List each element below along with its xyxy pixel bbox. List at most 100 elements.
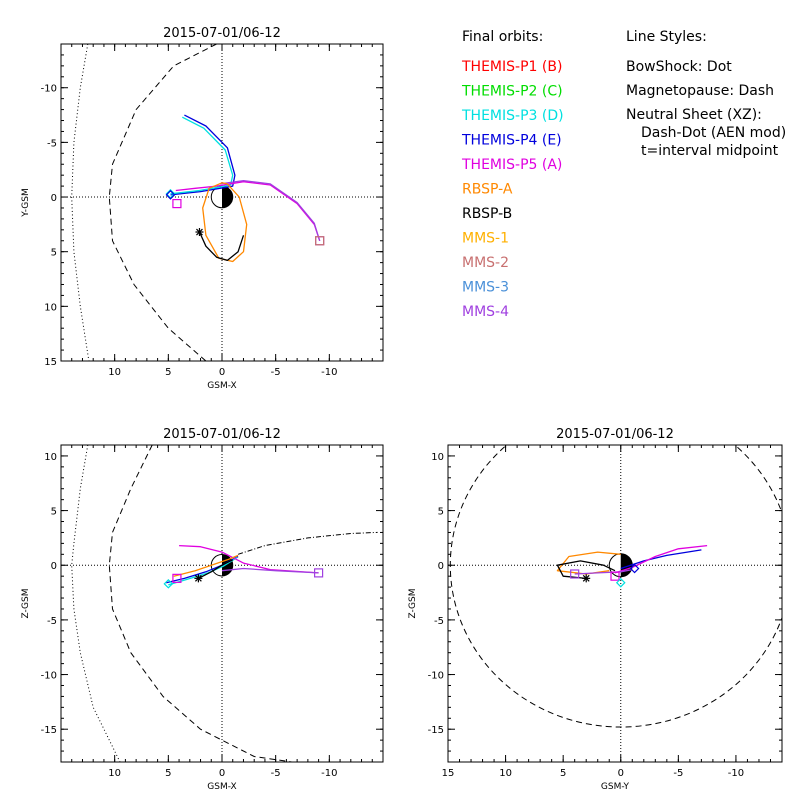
position-marker-square [315,236,325,246]
style-neutral-sheet-mod: Dash-Dot (AEN mod) [641,125,786,141]
y-tick-label: 15 [44,357,57,368]
x-tick-label: 5 [560,768,566,779]
x-tick-label: 5 [165,768,171,779]
position-marker-diamond [165,188,176,199]
ticks: 10 5 0 -5 -10 10 5 0 -5 -10 -15 [41,444,384,779]
plot-frame [60,43,384,362]
legend-entry: RBSP-B [462,206,512,222]
earth-night-side [222,186,233,208]
ticks: 15 10 5 0 -5 -10 10 5 0 -5 -10 -15 [428,444,783,779]
bow-shock-line [71,44,90,361]
panel-title: 2015-07-01/06-12 [556,427,674,442]
y-axis-label: Y-GSM [21,188,31,217]
legend-entry: THEMIS-P4 (E) [461,133,562,149]
x-tick-label: -10 [728,768,744,779]
legend-entry: MMS-2 [462,255,509,271]
y-tick-label: 0 [51,193,57,204]
magnetopause-line [108,445,292,762]
orbit-line [221,567,319,574]
position-marker-square [314,568,324,578]
orbit-line [556,560,616,580]
y-tick-label: -15 [41,725,57,736]
x-tick-label: 0 [219,768,225,779]
legend: Final orbits: Line Styles: THEMIS-P1 (B)… [461,29,786,320]
y-tick-label: 0 [51,561,57,572]
position-marker-square [570,569,580,579]
x-tick-label: -5 [271,768,281,779]
ticks: 10 5 0 -5 -10 -10 -5 0 5 10 15 [41,43,384,378]
legend-entry: THEMIS-P2 (C) [461,84,563,100]
style-midpoint-note: t=interval midpoint [641,143,779,159]
orbit-line [175,181,321,242]
panel-xy: 2015-07-01/06-12 GSM-X Y-GSM 10 5 0 -5 -10 -10 -5… [21,26,384,391]
x-axis-label: GSM-X [207,782,236,792]
legend-entry: THEMIS-P1 (B) [461,59,562,75]
x-tick-label: -5 [271,367,281,378]
x-tick-label: 15 [442,768,455,779]
y-tick-label: -10 [428,671,444,682]
position-marker-square [172,198,182,209]
position-marker-square [172,573,182,583]
position-marker-diamond [615,577,626,588]
orbit-line [219,179,321,241]
y-tick-label: -10 [41,84,57,95]
x-tick-label: 10 [499,768,512,779]
plot-area [61,445,383,762]
panel-xz: 2015-07-01/06-12 GSM-X Z-GSM 10 5 0 -5 -10 10 5 0 -… [21,427,384,792]
style-neutral-sheet: Neutral Sheet (XZ): [626,107,762,123]
orbit-line [170,114,236,196]
y-tick-label: 10 [44,452,57,463]
orbit-line [170,116,234,195]
legend-entry: RBSP-A [462,182,513,198]
y-axis-label: Z-GSM [21,588,31,618]
style-magnetopause: Magnetopause: Dash [626,83,774,99]
x-tick-label: -5 [673,768,683,779]
y-tick-label: -15 [428,725,444,736]
plot-area [448,445,782,762]
style-bowshock: BowShock: Dot [626,59,732,75]
orbit-line [614,544,708,574]
y-tick-label: -5 [434,616,444,627]
position-marker-asterisk [582,574,591,583]
y-axis-label: Z-GSM [408,588,418,618]
bow-shock-line [71,445,121,762]
legend-entry: MMS-4 [462,304,509,320]
orbit-line [574,568,633,575]
y-tick-label: 5 [51,507,57,518]
x-tick-label: 10 [108,367,121,378]
legend-entry: MMS-1 [462,231,509,247]
x-tick-label: 10 [108,768,121,779]
y-tick-label: -5 [47,138,57,149]
x-tick-label: 0 [618,768,624,779]
legend-entry: MMS-3 [462,280,509,296]
magnetopause-line [108,44,217,361]
position-marker-diamond [163,578,174,589]
panel-yz: 2015-07-01/06-12 GSM-Y Z-GSM 15 10 5 0 -5 -10 10 5… [408,427,783,792]
y-tick-label: -5 [47,616,57,627]
plot-area [61,44,383,361]
panel-title: 2015-07-01/06-12 [163,427,281,442]
orbit-line [198,231,245,262]
orbit-line [198,559,233,579]
position-marker-square [610,571,620,581]
orbit-line [173,554,239,577]
y-tick-label: 10 [431,452,444,463]
y-tick-label: 5 [438,507,444,518]
x-tick-label: -10 [321,367,337,378]
plot-frame [60,444,384,763]
y-tick-label: -10 [41,671,57,682]
earth-icon [210,185,234,209]
neutral-sheet-line [237,531,378,555]
panel-title: 2015-07-01/06-12 [163,26,281,41]
legend-entries: THEMIS-P1 (B) THEMIS-P2 (C) THEMIS-P3 (D) T… [461,59,564,320]
legend-orbits-title: Final orbits: [462,29,543,45]
position-marker-asterisk [194,574,203,583]
y-tick-label: 5 [51,248,57,259]
position-marker-asterisk [195,228,204,237]
y-tick-label: 0 [438,561,444,572]
legend-entry: THEMIS-P3 (D) [461,108,564,124]
x-tick-label: 0 [219,367,225,378]
legend-entry: THEMIS-P5 (A) [461,157,562,173]
x-tick-label: 5 [165,367,171,378]
